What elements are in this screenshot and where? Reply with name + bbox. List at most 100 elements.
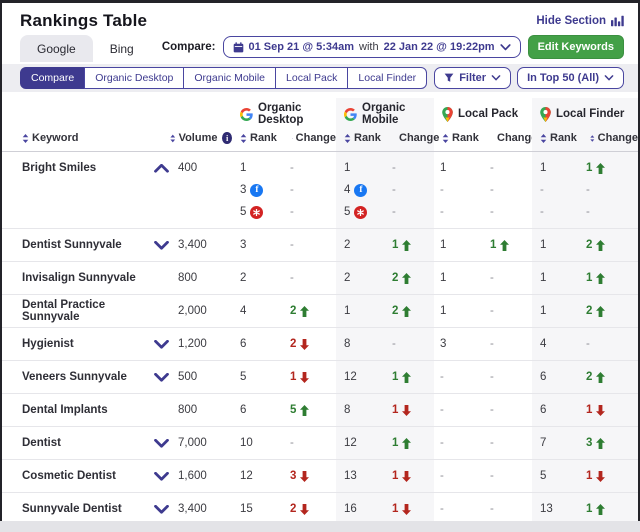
lp-change-cell: - xyxy=(486,361,532,393)
expand-row-chevron[interactable] xyxy=(153,333,169,355)
change-value: - xyxy=(290,239,294,251)
filter-label: Filter xyxy=(459,72,487,84)
top-filter-dropdown[interactable]: In Top 50 (All) xyxy=(517,67,624,89)
rank-value: 5 xyxy=(540,470,547,482)
change-value: 3 xyxy=(290,465,310,487)
pill-local-pack[interactable]: Local Pack xyxy=(275,67,349,89)
column-header-lp-rank[interactable]: Rank xyxy=(434,129,486,151)
rank-value: 12 xyxy=(344,437,357,449)
column-header-od-change[interactable]: Change xyxy=(292,132,336,144)
od-rank-cell: 10 xyxy=(232,427,284,459)
pill-compare[interactable]: Compare xyxy=(20,67,86,89)
rank-value: 2 xyxy=(344,239,351,251)
od-change-cell: - xyxy=(284,262,336,294)
rank-value: 8 xyxy=(344,338,351,350)
google-icon xyxy=(240,107,253,121)
column-header-lf-change[interactable]: Change xyxy=(582,129,638,151)
rank-value: 16 xyxy=(344,503,357,515)
group-header-organic-desktop: Organic Desktop xyxy=(232,98,336,129)
tab-google[interactable]: Google xyxy=(20,35,93,62)
column-header-om-rank[interactable]: Rank xyxy=(336,129,388,151)
table-header: Organic Desktop Organic Mobile Local Pac… xyxy=(2,98,638,152)
hide-section-link[interactable]: Hide Section xyxy=(536,15,624,27)
om-change-cell: 1 xyxy=(388,460,434,492)
rank-value: 1 xyxy=(440,162,447,174)
change-value: 1 xyxy=(586,465,606,487)
expand-row-chevron[interactable] xyxy=(153,465,169,487)
change-value: - xyxy=(490,162,494,174)
column-header-om-change[interactable]: Change xyxy=(388,129,439,151)
pill-organic-desktop[interactable]: Organic Desktop xyxy=(84,67,185,89)
column-header-keyword[interactable]: Keyword xyxy=(22,129,170,151)
rank-value: - xyxy=(440,371,444,383)
rank-value: 2 xyxy=(240,272,247,284)
table-row: Dentist Sunnyvale 3,400 3 - 2 1 1 1 1 2 xyxy=(2,229,638,262)
od-change-cell: 5 xyxy=(284,394,336,426)
rank-value: 7 xyxy=(540,437,547,449)
column-header-lp-change[interactable]: Change xyxy=(486,129,537,151)
lf-change-cell: - xyxy=(582,328,638,360)
change-value: 2 xyxy=(586,300,606,322)
pill-organic-mobile[interactable]: Organic Mobile xyxy=(183,67,277,89)
keyword-cell: Dentist Sunnyvale xyxy=(22,239,122,251)
table-row: Veneers Sunnyvale 500 5 1 12 1 - - 6 2 xyxy=(2,361,638,394)
edit-keywords-button[interactable]: Edit Keywords xyxy=(527,35,624,59)
om-change-cell: 2 xyxy=(388,262,434,294)
lf-change-cell: 1 xyxy=(582,493,638,521)
tab-bing[interactable]: Bing xyxy=(109,42,134,56)
lf-rank-cell: 4 xyxy=(532,328,582,360)
lp-rank-cell: - xyxy=(434,427,486,459)
keyword-cell: Dentist xyxy=(22,437,61,449)
rank-value: 1 xyxy=(540,272,547,284)
lf-change-cell: 2 xyxy=(582,361,638,393)
rank-value: 6 xyxy=(240,404,247,416)
bar-chart-icon xyxy=(611,15,624,27)
yelp-icon xyxy=(250,205,264,219)
map-pin-icon xyxy=(540,106,551,122)
column-header-od-rank[interactable]: Rank xyxy=(232,129,284,151)
change-value: - xyxy=(290,437,294,449)
compare-dates-dropdown[interactable]: 01 Sep 21 @ 5:34am with 22 Jan 22 @ 19:2… xyxy=(222,36,521,58)
keyword-cell: Bright Smiles xyxy=(22,162,97,174)
lp-change-cell: - - - xyxy=(486,152,532,228)
volume-cell: 7,000 xyxy=(178,437,207,449)
lf-change-cell: 1 xyxy=(582,262,638,294)
collapse-row-chevron[interactable] xyxy=(153,157,169,179)
change-value: 2 xyxy=(290,300,310,322)
volume-cell: 800 xyxy=(178,404,198,416)
lp-change-cell: - xyxy=(486,295,532,327)
compare-date-to: 22 Jan 22 @ 19:22pm xyxy=(383,41,495,53)
group-header-organic-mobile: Organic Mobile xyxy=(336,98,434,129)
change-value: 1 xyxy=(392,498,412,520)
change-value: - xyxy=(290,272,294,284)
od-rank-cell: 2 xyxy=(232,262,284,294)
od-change-cell: 2 xyxy=(284,493,336,521)
column-header-lf-rank[interactable]: Rank xyxy=(532,129,582,151)
change-value: - xyxy=(490,503,494,515)
change-value: - xyxy=(490,184,494,196)
column-header-volume[interactable]: Volume i xyxy=(170,129,232,151)
rank-value: - xyxy=(440,503,444,515)
lp-rank-cell: - xyxy=(434,361,486,393)
od-change-cell: - xyxy=(284,229,336,261)
expand-row-chevron[interactable] xyxy=(153,432,169,454)
sort-icon xyxy=(22,133,29,143)
change-value: - xyxy=(392,162,396,174)
change-value: - xyxy=(490,338,494,350)
change-value: - xyxy=(290,184,294,196)
table-row: Dentist 7,000 10 - 12 1 - - 7 3 xyxy=(2,427,638,460)
sort-icon xyxy=(590,134,595,142)
keyword-cell: Dental Implants xyxy=(22,404,108,416)
chevron-down-icon xyxy=(500,43,511,51)
keyword-cell: Invisalign Sunnyvale xyxy=(22,272,136,284)
expand-row-chevron[interactable] xyxy=(153,366,169,388)
filter-dropdown[interactable]: Filter xyxy=(434,67,512,89)
lp-change-cell: - xyxy=(486,394,532,426)
pill-local-finder[interactable]: Local Finder xyxy=(347,67,428,89)
expand-row-chevron[interactable] xyxy=(153,498,169,520)
expand-row-chevron[interactable] xyxy=(153,234,169,256)
rank-value: 2 xyxy=(344,272,351,284)
info-icon[interactable]: i xyxy=(222,132,232,144)
